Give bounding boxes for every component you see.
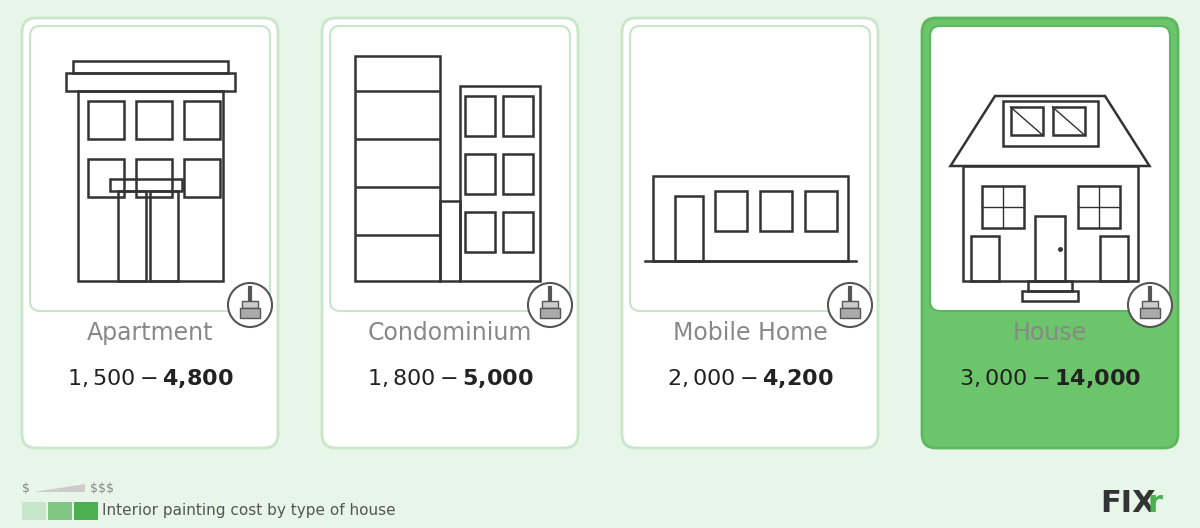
Text: Mobile Home: Mobile Home <box>673 321 827 345</box>
Bar <box>22 502 46 520</box>
Bar <box>184 101 220 139</box>
Bar <box>842 301 858 308</box>
Bar <box>542 301 558 308</box>
Bar <box>72 61 228 73</box>
Bar <box>1052 107 1085 135</box>
Bar <box>840 308 860 318</box>
Text: r: r <box>1148 488 1163 517</box>
FancyBboxPatch shape <box>922 18 1178 448</box>
FancyBboxPatch shape <box>622 18 878 448</box>
Bar <box>48 502 72 520</box>
Text: $1,800 - $5,000: $1,800 - $5,000 <box>367 366 533 390</box>
Circle shape <box>228 283 272 327</box>
Circle shape <box>528 283 572 327</box>
Bar <box>674 196 702 261</box>
Text: $1,500 - $4,800: $1,500 - $4,800 <box>67 366 233 390</box>
Bar <box>242 301 258 308</box>
Bar <box>1010 107 1043 135</box>
Bar <box>714 191 746 231</box>
Bar <box>503 212 533 252</box>
Bar <box>466 96 496 136</box>
Text: FIX: FIX <box>1100 488 1156 517</box>
Bar <box>74 502 98 520</box>
FancyBboxPatch shape <box>22 18 278 448</box>
Bar <box>653 176 847 261</box>
Bar <box>982 186 1024 228</box>
Bar <box>440 201 460 281</box>
FancyBboxPatch shape <box>330 26 570 311</box>
FancyBboxPatch shape <box>630 26 870 311</box>
Bar <box>136 101 172 139</box>
Bar <box>88 101 124 139</box>
Bar <box>1002 101 1098 146</box>
Bar <box>150 191 178 281</box>
Bar <box>78 91 222 281</box>
Bar <box>110 179 182 191</box>
Bar <box>540 308 560 318</box>
FancyBboxPatch shape <box>30 26 270 311</box>
FancyBboxPatch shape <box>930 26 1170 311</box>
Bar <box>1099 236 1128 281</box>
Bar <box>355 56 440 281</box>
Bar <box>1028 281 1072 291</box>
Bar <box>1034 216 1066 281</box>
Bar <box>136 159 172 197</box>
Text: Apartment: Apartment <box>86 321 214 345</box>
Bar <box>460 86 540 281</box>
Bar <box>962 166 1138 281</box>
Bar <box>66 73 234 91</box>
Bar <box>503 154 533 194</box>
Circle shape <box>1128 283 1172 327</box>
Text: Interior painting cost by type of house: Interior painting cost by type of house <box>102 504 396 518</box>
Bar <box>760 191 792 231</box>
Bar <box>804 191 836 231</box>
Bar <box>1022 291 1078 301</box>
Text: House: House <box>1013 321 1087 345</box>
Bar <box>466 212 496 252</box>
Bar <box>118 191 146 281</box>
FancyBboxPatch shape <box>322 18 578 448</box>
Bar <box>184 159 220 197</box>
Bar <box>503 96 533 136</box>
Polygon shape <box>34 484 85 492</box>
Text: $2,000 - $4,200: $2,000 - $4,200 <box>667 366 833 390</box>
Bar <box>240 308 260 318</box>
Bar <box>1140 308 1160 318</box>
Text: Condominium: Condominium <box>368 321 532 345</box>
Text: $: $ <box>22 482 30 495</box>
Bar <box>971 236 998 281</box>
Bar <box>1078 186 1120 228</box>
Bar <box>88 159 124 197</box>
Circle shape <box>828 283 872 327</box>
Text: $$$: $$$ <box>90 482 114 495</box>
Text: $3,000 - $14,000: $3,000 - $14,000 <box>959 366 1141 390</box>
Bar <box>466 154 496 194</box>
Bar <box>1142 301 1158 308</box>
